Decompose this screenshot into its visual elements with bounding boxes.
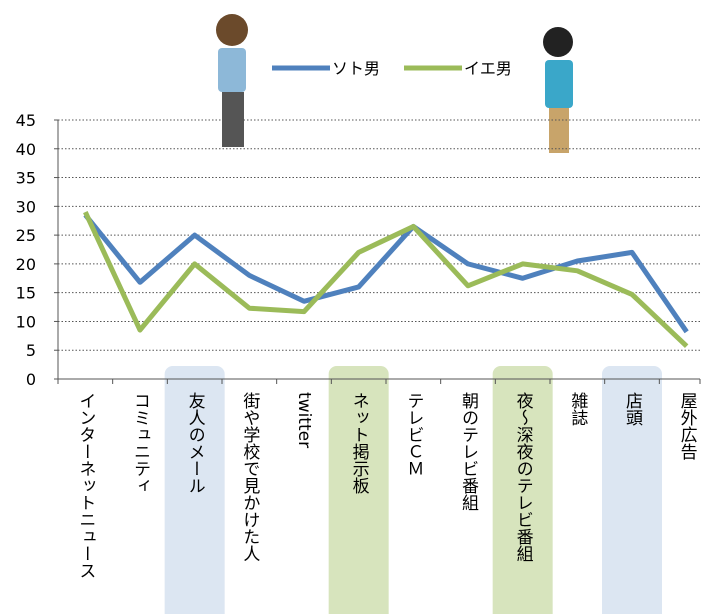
y-tick-label: 5 [26,341,36,360]
y-tick-label: 45 [16,111,36,130]
y-tick-label: 0 [26,370,36,389]
x-tick-label: テレビＣＭ [403,392,423,477]
legend-label: イエ男 [464,59,512,78]
x-tick-label: 店頭 [622,392,643,426]
y-tick-label: 10 [16,312,36,331]
y-tick-label: 25 [16,226,36,245]
category-highlight [602,366,662,614]
x-tick-label: 夜～深夜のテレビ番組 [513,392,534,562]
x-tick-label: 友人のメール [185,392,206,494]
series-line [83,213,689,334]
x-tick-label: 朝のテレビ番組 [458,392,479,511]
legend-label: ソト男 [332,59,380,78]
figure-left [216,14,248,147]
x-tick-label: インターネットニュース [75,392,95,579]
x-tick-label: 雑誌 [567,392,588,426]
y-tick-label: 35 [16,169,36,188]
x-tick-label: twitter [294,392,314,448]
figure-right [543,27,573,153]
x-tick-label: ネット掲示板 [349,392,370,494]
y-tick-label: 40 [16,140,36,159]
y-tick-label: 15 [16,284,36,303]
category-highlight [492,366,553,614]
x-tick-label: コミュニティ [130,392,150,494]
category-highlight [164,366,225,614]
y-tick-label: 20 [16,255,36,274]
x-tick-label: 屋外広告 [677,392,698,460]
x-tick-label: 街や学校で見かけた人 [239,392,259,562]
series-line [83,211,689,349]
category-highlight [328,366,389,614]
y-tick-label: 30 [16,197,36,216]
